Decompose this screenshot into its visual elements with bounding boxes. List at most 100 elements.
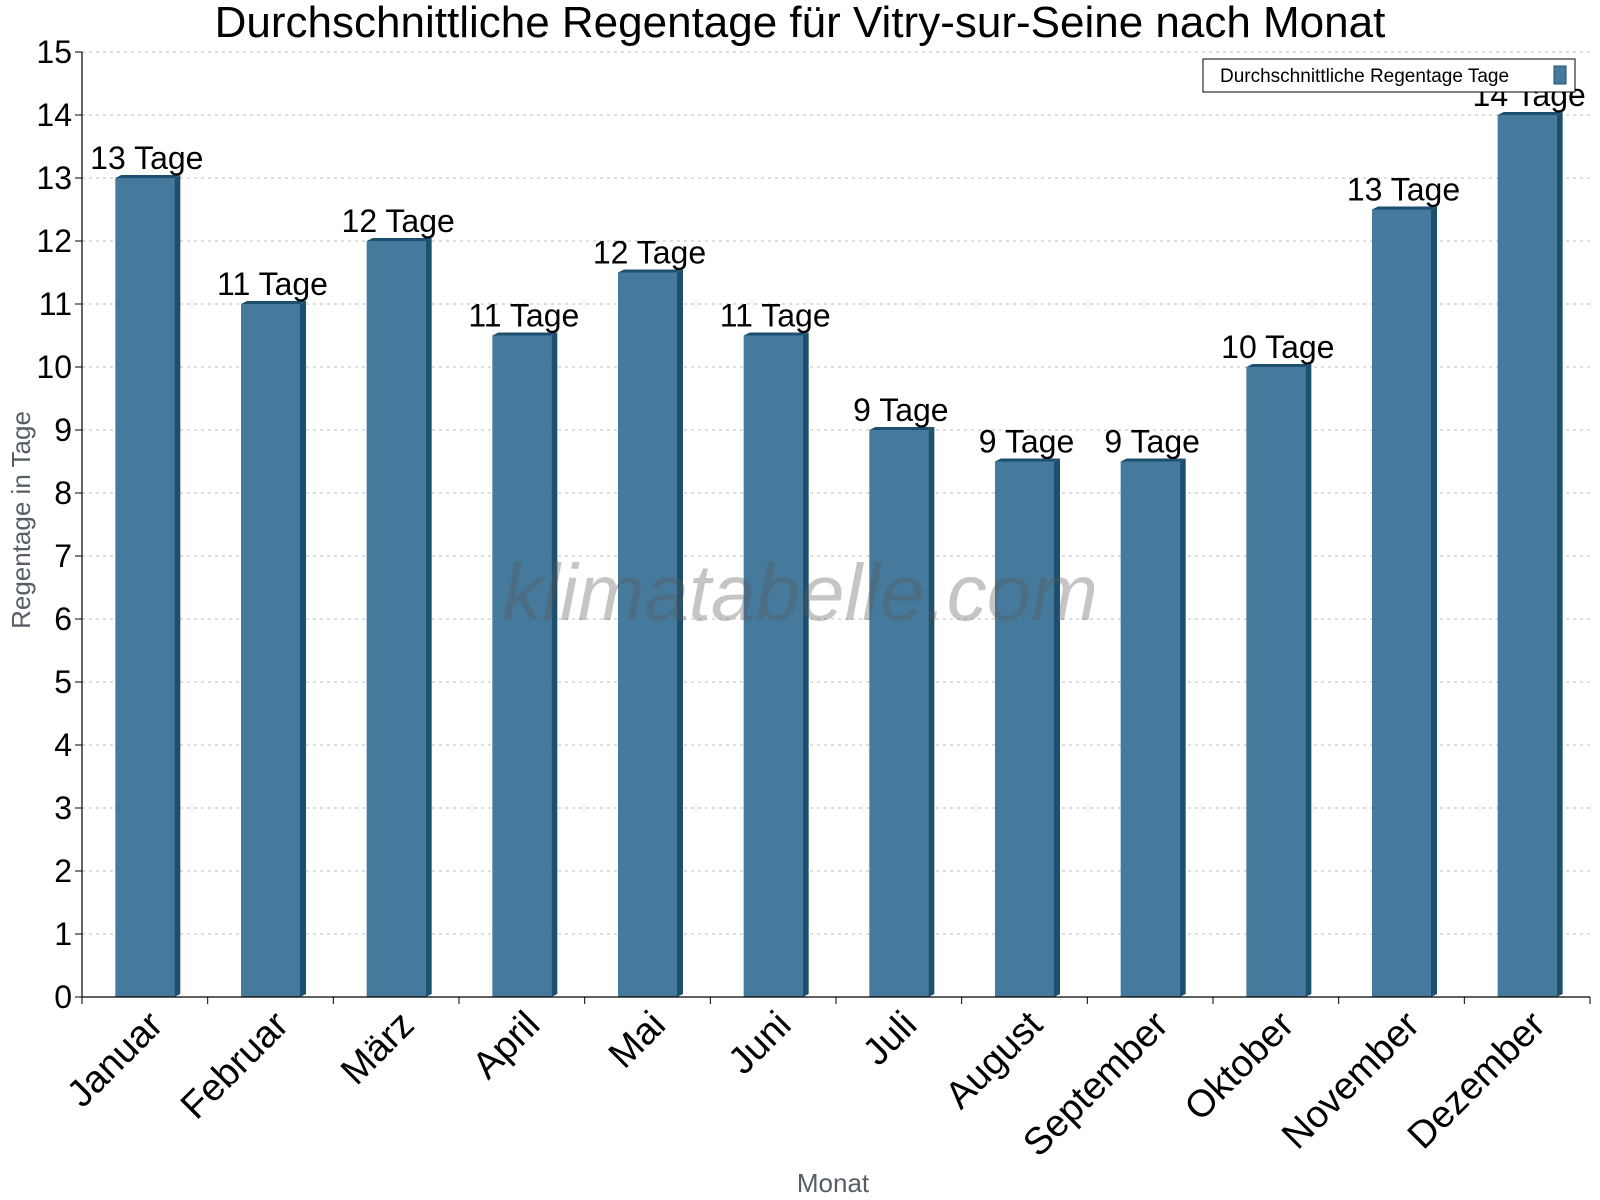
x-axis-ticks: Januar Februar März April Mai Juni Juli AugustS… — [59, 997, 1591, 1165]
x-tick-label: Mai — [601, 1004, 674, 1077]
data-label: 9 Tage — [853, 392, 949, 428]
bar-top — [1120, 458, 1186, 462]
bar-top — [241, 301, 306, 304]
bar-top — [869, 427, 935, 430]
bar-side — [1179, 458, 1186, 997]
data-label: 11 Tage — [217, 266, 328, 302]
x-tick-label: August — [938, 1003, 1052, 1117]
x-tick-label: Juni — [721, 1004, 800, 1083]
bar-april — [492, 332, 558, 997]
bar-top — [1372, 206, 1437, 210]
y-tick-label: 15 — [36, 34, 72, 70]
bar-dezember — [1497, 112, 1563, 997]
y-tick-label: 5 — [54, 664, 72, 700]
data-label: 10 Tage — [1221, 329, 1334, 365]
bar-top — [1497, 112, 1563, 115]
y-tick-label: 8 — [54, 475, 72, 511]
bar — [366, 241, 426, 997]
bar — [869, 430, 929, 997]
bar — [1120, 461, 1180, 997]
bar-side — [425, 238, 432, 997]
bar — [743, 335, 803, 997]
bar-januar — [115, 175, 181, 997]
bar-top — [995, 458, 1060, 462]
data-label: 9 Tage — [1104, 424, 1200, 460]
legend: Durchschnittliche Regentage Tage — [1202, 58, 1576, 93]
y-tick-label: 4 — [54, 727, 72, 763]
bar-top — [618, 269, 683, 273]
bar — [1372, 209, 1431, 997]
bar — [241, 304, 300, 997]
y-tick-label: 1 — [54, 916, 72, 952]
bars — [115, 112, 1563, 997]
bar-side — [551, 332, 558, 997]
data-label: 12 Tage — [342, 203, 455, 239]
x-tick-label: Januar — [59, 1003, 171, 1115]
y-tick-label: 14 — [36, 97, 72, 133]
x-tick-label: März — [333, 1004, 422, 1093]
bar-side — [677, 269, 683, 997]
chart-title: Durchschnittliche Regentage für Vitry-su… — [215, 0, 1386, 47]
bar-juni — [743, 332, 809, 997]
y-tick-label: 0 — [54, 979, 72, 1015]
data-labels: 13 Tage 11 Tage 12 Tage 11 Tage 12 Tage 11 Ta… — [90, 77, 1586, 460]
y-tick-label: 10 — [36, 349, 72, 385]
y-axis-label: Regentage in Tage — [6, 411, 36, 629]
legend-box — [1202, 58, 1576, 93]
bar-top — [743, 332, 809, 336]
y-tick-label: 6 — [54, 601, 72, 637]
watermark-text: klimatabelle.com — [502, 548, 1098, 637]
data-label: 13 Tage — [90, 140, 203, 176]
data-label: 13 Tage — [1347, 172, 1460, 208]
axes — [81, 52, 1590, 998]
bar-november — [1372, 206, 1437, 997]
bar-top — [1246, 364, 1312, 367]
x-tick-label: April — [465, 1004, 548, 1087]
bar-side — [300, 301, 306, 997]
y-tick-label: 3 — [54, 790, 72, 826]
bar-september — [1120, 458, 1186, 997]
data-label: 9 Tage — [979, 424, 1075, 460]
bar-august — [995, 458, 1060, 997]
bar-top — [492, 332, 558, 336]
y-tick-label: 12 — [36, 223, 72, 259]
bar-side — [802, 332, 809, 997]
bar-märz — [366, 238, 432, 997]
bar-side — [1556, 112, 1563, 997]
data-label: 11 Tage — [720, 298, 831, 334]
x-axis-label: Monat — [797, 1168, 870, 1198]
bar — [115, 178, 175, 997]
x-tick-label: Juli — [855, 1004, 925, 1074]
legend-swatch — [1553, 65, 1567, 85]
bar — [1246, 367, 1306, 997]
bar-februar — [241, 301, 306, 997]
x-tick-label: Oktober — [1177, 1003, 1303, 1129]
y-tick-label: 2 — [54, 853, 72, 889]
bar-side — [1305, 364, 1312, 997]
legend-label: Durchschnittliche Regentage Tage — [1220, 66, 1509, 87]
y-tick-label: 11 — [39, 286, 72, 322]
bar — [1497, 115, 1557, 997]
bar-oktober — [1246, 364, 1312, 997]
data-label: 11 Tage — [468, 298, 579, 334]
bar — [995, 461, 1054, 997]
bar-top — [115, 175, 181, 178]
y-tick-label: 9 — [54, 412, 72, 448]
bar-side — [174, 175, 181, 997]
bar-mai — [618, 269, 683, 997]
x-tick-label: Dezember — [1400, 1003, 1554, 1157]
data-label: 12 Tage — [593, 235, 706, 271]
bar-side — [928, 427, 935, 997]
bar-top — [366, 238, 432, 241]
y-tick-label: 13 — [36, 160, 72, 196]
x-tick-label: November — [1274, 1003, 1428, 1157]
bar — [492, 335, 552, 997]
x-tick-label: Februar — [173, 1003, 297, 1127]
bar-side — [1054, 458, 1060, 997]
bar-side — [1431, 206, 1437, 997]
y-tick-label: 7 — [54, 538, 72, 574]
bar-juli — [869, 427, 935, 997]
bar — [618, 272, 677, 997]
